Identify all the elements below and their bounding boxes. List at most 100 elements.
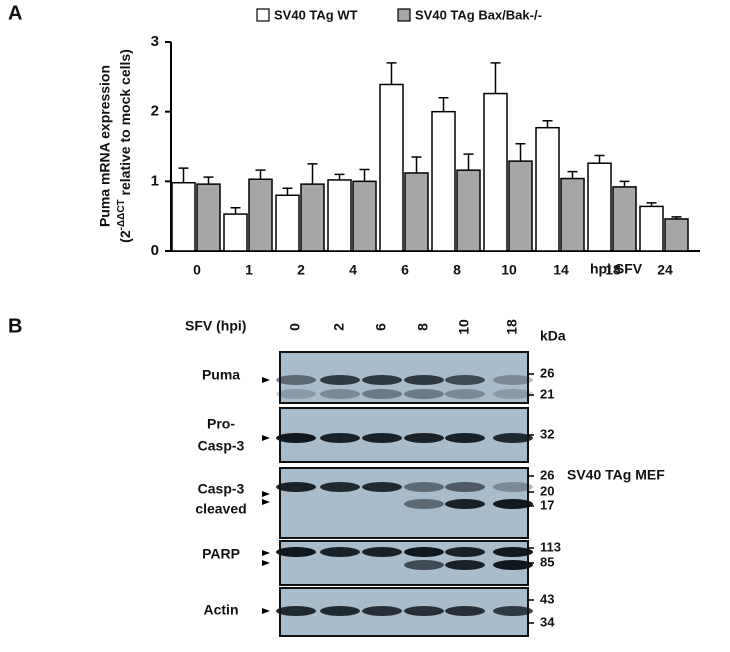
- panel-label: B: [8, 315, 22, 337]
- y-axis-label: (2-ΔΔCT relative to mock cells): [116, 49, 133, 243]
- band: [404, 433, 444, 443]
- row-label: Casp-3: [198, 438, 245, 454]
- blots: [262, 351, 533, 637]
- error-bar: [542, 119, 553, 128]
- y-tick-label: 2: [151, 103, 159, 120]
- band: [404, 560, 444, 570]
- bar: [456, 169, 481, 252]
- band: [445, 606, 485, 616]
- band: [320, 389, 360, 399]
- band: [445, 547, 485, 557]
- marker-label: 85: [540, 554, 554, 569]
- error-bar: [230, 207, 241, 215]
- bar: [508, 160, 533, 252]
- blot: [279, 540, 529, 586]
- row-label: Actin: [204, 602, 239, 618]
- legend-swatch: [256, 8, 270, 22]
- band: [276, 482, 316, 492]
- marker-label: 32: [540, 426, 554, 441]
- band: [404, 606, 444, 616]
- band: [276, 606, 316, 616]
- error-bar: [178, 167, 189, 183]
- error-bar: [671, 216, 682, 219]
- bar: [587, 162, 612, 252]
- band: [493, 433, 533, 443]
- kda-label: kDa: [540, 328, 566, 344]
- lane-label: 10: [456, 319, 472, 335]
- band: [362, 375, 402, 385]
- error-bar: [255, 169, 266, 180]
- x-axis-label: hpi SFV: [590, 261, 643, 277]
- band: [276, 389, 316, 399]
- band: [445, 560, 485, 570]
- side-label: SV40 TAg MEF: [567, 467, 665, 483]
- error-bar: [203, 176, 214, 185]
- arrow: [262, 491, 270, 497]
- band: [445, 433, 485, 443]
- row-label: Casp-3: [198, 481, 245, 497]
- bar: [275, 194, 300, 252]
- band: [276, 433, 316, 443]
- band: [493, 375, 533, 385]
- bar: [248, 178, 273, 252]
- band: [276, 547, 316, 557]
- band: [445, 499, 485, 509]
- band: [493, 547, 533, 557]
- marker-label: 113: [540, 539, 561, 554]
- bar: [612, 186, 637, 252]
- arrow: [262, 435, 270, 441]
- band: [320, 375, 360, 385]
- bar: [171, 181, 196, 252]
- band: [493, 482, 533, 492]
- marker-label: 34: [540, 614, 555, 629]
- band: [362, 547, 402, 557]
- lane-label: 18: [504, 319, 520, 335]
- bar: [352, 180, 377, 252]
- band: [320, 482, 360, 492]
- x-tick-label: 8: [453, 262, 461, 278]
- band: [404, 375, 444, 385]
- y-tick-label: 0: [151, 242, 159, 259]
- bar: [560, 177, 585, 252]
- bar: [223, 213, 248, 252]
- bar: [327, 179, 352, 252]
- marker-label: 20: [540, 483, 554, 498]
- band: [404, 547, 444, 557]
- error-bar: [463, 153, 474, 171]
- row-label: cleaved: [195, 501, 246, 517]
- x-tick-label: 4: [349, 262, 357, 278]
- x-tick-label: 6: [401, 262, 409, 278]
- arrow: [262, 560, 270, 566]
- band: [276, 375, 316, 385]
- y-tick-label: 1: [151, 172, 159, 189]
- blot: [279, 587, 529, 637]
- marker-label: 21: [540, 386, 554, 401]
- y-label-superscript: -ΔΔCT: [116, 199, 127, 230]
- band: [445, 482, 485, 492]
- band: [404, 499, 444, 509]
- marker-label: 26: [540, 467, 554, 482]
- arrow: [262, 608, 270, 614]
- panel-label: A: [8, 2, 22, 24]
- y-label-part: (2: [117, 230, 133, 243]
- error-bar: [411, 156, 422, 173]
- band: [404, 482, 444, 492]
- legend-label: SV40 TAg Bax/Bak-/-: [415, 7, 542, 22]
- lane-label: 2: [331, 323, 347, 331]
- error-bar: [594, 154, 605, 164]
- error-bar: [386, 62, 397, 85]
- bar: [404, 172, 429, 252]
- lane-header: SFV (hpi): [185, 318, 246, 334]
- x-tick-label: 0: [193, 262, 201, 278]
- band: [493, 499, 533, 509]
- blot: [279, 351, 529, 404]
- legend-swatch: [397, 8, 411, 22]
- row-label: Puma: [202, 367, 240, 383]
- error-bar: [567, 170, 578, 179]
- error-bar: [490, 62, 501, 94]
- bar: [639, 205, 664, 252]
- x-tick-label: 24: [657, 262, 673, 278]
- legend-label: SV40 TAg WT: [274, 7, 358, 22]
- marker-label: 17: [540, 497, 554, 512]
